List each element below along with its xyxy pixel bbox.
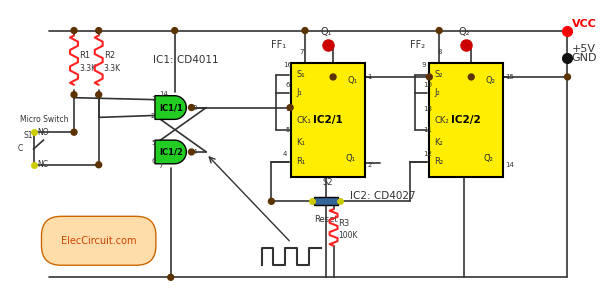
Circle shape xyxy=(565,74,571,80)
Text: Q̅₁: Q̅₁ xyxy=(346,154,355,163)
Text: FF₂: FF₂ xyxy=(410,40,425,50)
Text: Q₁: Q₁ xyxy=(347,76,358,86)
Text: 5: 5 xyxy=(151,140,155,146)
Text: C: C xyxy=(18,145,23,154)
Text: R3: R3 xyxy=(338,219,350,228)
Text: Q̅₂: Q̅₂ xyxy=(484,154,493,163)
Circle shape xyxy=(168,274,174,280)
Text: S1: S1 xyxy=(23,131,33,140)
Text: K₂: K₂ xyxy=(434,138,443,147)
Text: 9: 9 xyxy=(421,62,426,68)
Circle shape xyxy=(71,92,77,98)
Text: 11: 11 xyxy=(424,127,433,133)
Text: Q₂: Q₂ xyxy=(485,76,496,86)
Text: 15: 15 xyxy=(505,74,514,80)
Text: 6: 6 xyxy=(285,82,290,88)
PathPatch shape xyxy=(155,140,187,164)
Text: R1: R1 xyxy=(79,51,90,60)
Text: 10: 10 xyxy=(424,82,433,88)
Text: IC1: CD4011: IC1: CD4011 xyxy=(153,55,218,65)
Text: Q₂: Q₂ xyxy=(458,26,470,37)
Text: 3.3K: 3.3K xyxy=(79,64,96,72)
Text: IC1/2: IC1/2 xyxy=(159,147,182,157)
Circle shape xyxy=(71,129,77,135)
Text: IC2: CD4027: IC2: CD4027 xyxy=(350,191,416,201)
Text: 16: 16 xyxy=(283,62,292,68)
Text: IC2/1: IC2/1 xyxy=(313,115,343,125)
Text: ElecCircuit.com: ElecCircuit.com xyxy=(61,236,136,246)
PathPatch shape xyxy=(155,96,187,119)
Circle shape xyxy=(172,28,178,34)
Circle shape xyxy=(427,74,432,80)
Text: VCC: VCC xyxy=(571,19,596,29)
Text: 3.3K: 3.3K xyxy=(104,64,121,72)
Text: 13: 13 xyxy=(424,105,433,112)
Text: R₂: R₂ xyxy=(434,157,443,166)
Circle shape xyxy=(96,28,101,34)
Text: 5: 5 xyxy=(285,127,290,133)
Text: Micro Switch: Micro Switch xyxy=(20,115,68,124)
Text: 2: 2 xyxy=(367,162,371,168)
Text: 7: 7 xyxy=(299,49,304,55)
Text: 14: 14 xyxy=(159,91,168,97)
Text: IC2/2: IC2/2 xyxy=(451,115,481,125)
Circle shape xyxy=(71,28,77,34)
Text: NC: NC xyxy=(38,160,49,169)
Text: NO: NO xyxy=(38,128,49,137)
Text: S2: S2 xyxy=(322,178,333,187)
Text: R2: R2 xyxy=(104,51,115,60)
Text: 7: 7 xyxy=(159,163,163,169)
Text: 100K: 100K xyxy=(338,231,358,240)
Text: 2: 2 xyxy=(151,113,155,119)
Text: 12: 12 xyxy=(424,151,432,157)
Text: 14: 14 xyxy=(505,162,514,168)
Text: R₁: R₁ xyxy=(296,157,305,166)
Text: S₁: S₁ xyxy=(296,70,305,80)
Circle shape xyxy=(268,198,274,204)
Text: Reset: Reset xyxy=(314,215,338,224)
Text: 4: 4 xyxy=(193,149,197,155)
FancyBboxPatch shape xyxy=(291,63,365,177)
FancyBboxPatch shape xyxy=(314,197,338,205)
Circle shape xyxy=(436,28,442,34)
Circle shape xyxy=(188,149,194,155)
Text: FF₁: FF₁ xyxy=(271,40,287,50)
FancyBboxPatch shape xyxy=(430,63,503,177)
Circle shape xyxy=(330,74,336,80)
Text: CK₁: CK₁ xyxy=(296,116,311,125)
Text: 3: 3 xyxy=(193,105,197,110)
Circle shape xyxy=(96,162,101,168)
Text: J₁: J₁ xyxy=(296,88,302,97)
Text: 6: 6 xyxy=(151,158,155,164)
Text: CK₂: CK₂ xyxy=(434,116,449,125)
Circle shape xyxy=(469,74,474,80)
Text: 3: 3 xyxy=(285,105,290,112)
Text: K₁: K₁ xyxy=(296,138,305,147)
Text: IC1/1: IC1/1 xyxy=(159,103,182,112)
Text: Q₁: Q₁ xyxy=(320,26,332,37)
Circle shape xyxy=(188,105,194,110)
Text: S₂: S₂ xyxy=(434,70,443,80)
Text: 8: 8 xyxy=(437,49,442,55)
Text: 4: 4 xyxy=(283,151,287,157)
Text: GND: GND xyxy=(571,53,597,63)
Circle shape xyxy=(287,105,293,110)
Text: 1: 1 xyxy=(151,96,155,102)
Circle shape xyxy=(96,92,101,98)
Text: 1: 1 xyxy=(367,74,371,80)
Text: +5V: +5V xyxy=(571,44,595,54)
Text: J₂: J₂ xyxy=(434,88,440,97)
Circle shape xyxy=(302,28,308,34)
